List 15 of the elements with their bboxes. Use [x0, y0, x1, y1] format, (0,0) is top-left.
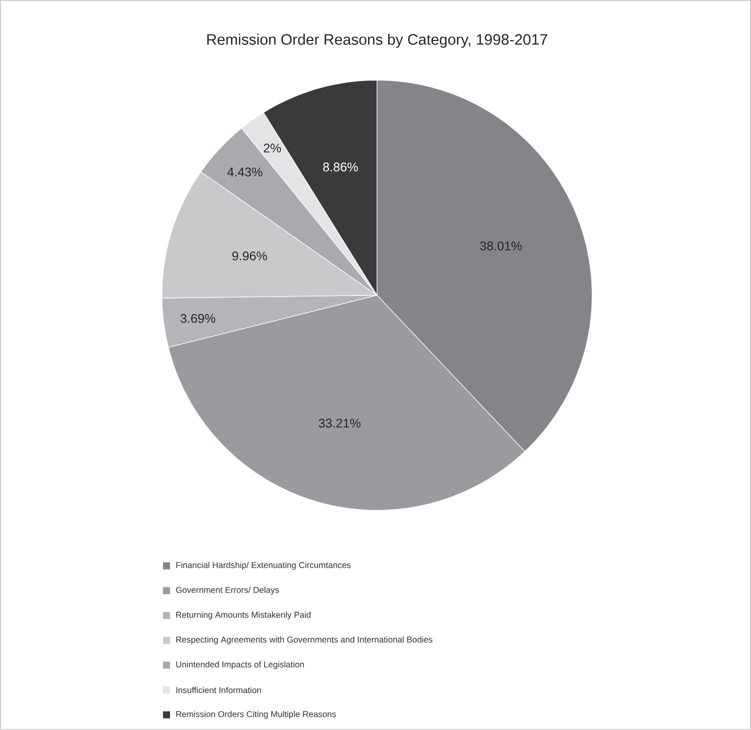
- data-label: 8.86%: [323, 162, 358, 172]
- data-label: 4.43%: [227, 168, 262, 177]
- legend-label: Unintended Impacts of Legislation: [176, 661, 304, 670]
- data-label: 3.69%: [180, 314, 216, 324]
- data-label: 2%: [264, 144, 281, 153]
- legend-label: Remission Orders Citing Multiple Reasons: [176, 710, 336, 719]
- legend-label: Financial Hardship/ Extenuating Circumtances: [176, 562, 351, 570]
- legend-label: Insufficient Information: [176, 686, 261, 694]
- data-label: 33.21%: [318, 418, 360, 428]
- legend-label: Respecting Agreements with Governments and International Bodies: [176, 636, 432, 644]
- data-label: 38.01%: [480, 242, 522, 250]
- legend-label: Returning Amounts Mistakenly Paid: [176, 612, 310, 620]
- data-label: 9.96%: [232, 252, 267, 260]
- legend-label: Government Errors/ Delays: [176, 586, 279, 595]
- chart-title: Remission Order Reasons by Category, 1998-2017: [207, 34, 548, 48]
